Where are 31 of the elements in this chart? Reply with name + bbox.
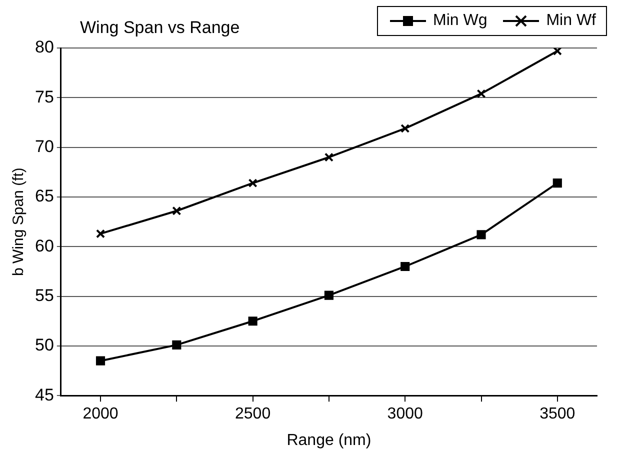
y-tick-label: 65 [34, 186, 54, 206]
y-tick-label: 60 [34, 236, 54, 256]
point [248, 316, 258, 326]
x-tick-label: 2000 [82, 406, 118, 423]
y-tick-label: 55 [34, 286, 54, 305]
y-tick-label: 45 [34, 385, 54, 404]
legend-label: Min Wf [546, 12, 596, 30]
y-tick-label: 70 [34, 137, 54, 156]
y-tick-label: 75 [34, 87, 54, 106]
point [552, 178, 562, 188]
x-tick-label: 2500 [235, 406, 271, 423]
point [96, 229, 106, 238]
point [476, 89, 486, 98]
chart-title: Wing Span vs Range [80, 18, 240, 38]
point [400, 124, 410, 133]
y-tick-label: 80 [34, 38, 54, 57]
point [172, 340, 182, 350]
point [400, 262, 410, 272]
y-tick-label: 50 [34, 336, 54, 355]
point [172, 206, 182, 216]
x-axis-title: Range (nm) [286, 432, 372, 449]
point [476, 230, 486, 240]
point [96, 356, 106, 366]
point [324, 290, 334, 300]
legend-label: Min Wg [432, 12, 488, 30]
y-axis-title: b Wing Span (ft) [10, 168, 28, 276]
x-tick-label: 3000 [387, 406, 423, 423]
point [324, 152, 334, 162]
point [248, 178, 258, 188]
x-tick-label: 3500 [540, 406, 576, 423]
point [552, 48, 562, 56]
